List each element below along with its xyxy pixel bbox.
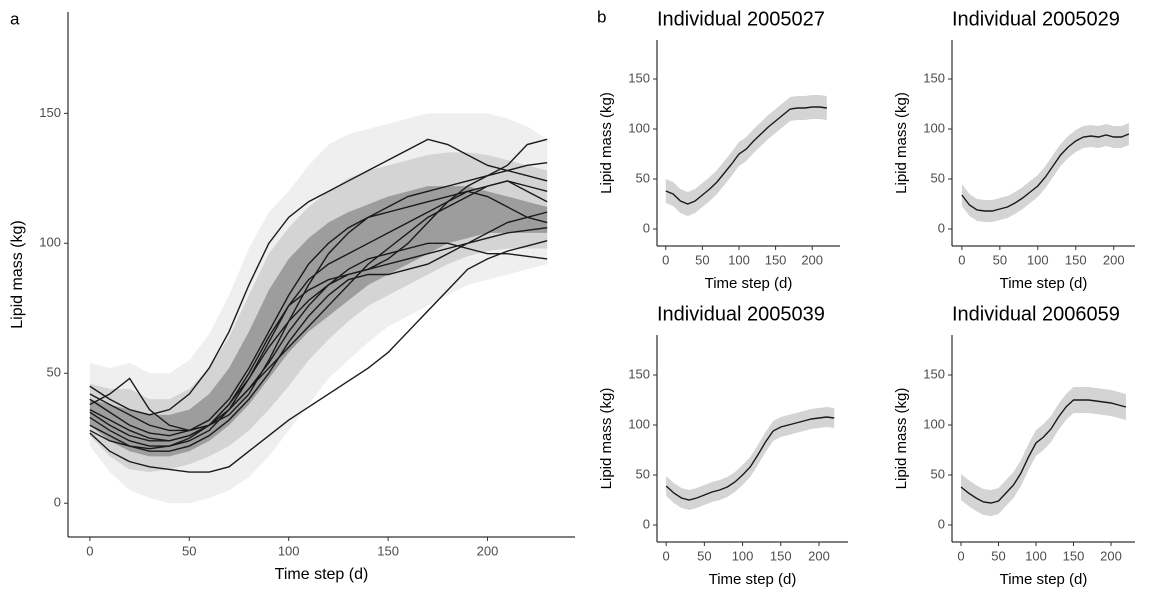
x-axis-title: Time step (d) (709, 571, 797, 588)
y-tick-label: 150 (628, 366, 650, 381)
x-tick-label: 50 (991, 548, 1005, 563)
data-line (89, 190, 548, 437)
data-line (89, 138, 548, 416)
y-tick-label: 100 (923, 120, 945, 135)
y-tick-label: 100 (39, 235, 61, 250)
y-axis-title: Lipid mass (kg) (893, 388, 910, 490)
data-line (89, 211, 548, 452)
x-tick-label: 150 (765, 252, 787, 267)
data-line (665, 106, 827, 205)
y-axis-title: Lipid mass (kg) (598, 388, 615, 490)
band (89, 186, 548, 457)
data-line (89, 138, 548, 450)
x-tick-label: 200 (1103, 252, 1125, 267)
data-line (89, 242, 548, 432)
y-tick-label: 0 (938, 220, 945, 235)
y-tick-label: 0 (643, 516, 650, 531)
x-tick-label: 100 (1025, 548, 1047, 563)
y-tick-label: 100 (628, 120, 650, 135)
y-tick-label: 50 (931, 170, 945, 185)
error-band (961, 123, 1129, 222)
panel-label: a (10, 9, 20, 28)
x-tick-label: 150 (1065, 252, 1087, 267)
x-tick-label: 0 (662, 252, 669, 267)
x-tick-label: 0 (663, 548, 670, 563)
chart-title: Individual 2005029 (952, 8, 1120, 30)
x-tick-label: 100 (1027, 252, 1049, 267)
chart-title: Individual 2006059 (952, 303, 1120, 325)
y-axis-title: Lipid mass (kg) (893, 92, 910, 194)
y-tick-label: 0 (54, 495, 61, 510)
x-tick-label: 0 (958, 252, 965, 267)
y-tick-label: 100 (628, 416, 650, 431)
x-tick-label: 50 (182, 543, 196, 558)
error-band (665, 95, 827, 216)
y-axis-title: Lipid mass (kg) (598, 92, 615, 194)
x-tick-label: 150 (377, 543, 399, 558)
y-tick-label: 0 (938, 516, 945, 531)
y-tick-label: 150 (923, 366, 945, 381)
x-axis-title: Time step (d) (705, 275, 793, 292)
y-tick-label: 150 (39, 105, 61, 120)
x-tick-label: 100 (728, 252, 750, 267)
x-tick-label: 50 (697, 548, 711, 563)
y-tick-label: 50 (636, 170, 650, 185)
data-line (89, 240, 548, 473)
y-tick-label: 50 (47, 365, 61, 380)
y-tick-label: 50 (931, 466, 945, 481)
y-axis-title: Lipid mass (kg) (9, 220, 26, 328)
x-tick-label: 150 (1063, 548, 1085, 563)
y-tick-label: 0 (643, 220, 650, 235)
x-tick-label: 200 (477, 543, 499, 558)
x-tick-label: 0 (957, 548, 964, 563)
x-tick-label: 50 (993, 252, 1007, 267)
x-tick-label: 200 (808, 548, 830, 563)
y-tick-label: 150 (923, 70, 945, 85)
chart-title: Individual 2005027 (657, 8, 825, 30)
x-tick-label: 50 (695, 252, 709, 267)
x-axis-title: Time step (d) (1000, 571, 1088, 588)
error-band (666, 407, 835, 510)
x-tick-label: 200 (801, 252, 823, 267)
x-tick-label: 150 (770, 548, 792, 563)
data-line (89, 162, 548, 432)
error-band (961, 387, 1126, 516)
y-tick-label: 100 (923, 416, 945, 431)
panel-label: b (597, 7, 606, 26)
y-tick-label: 150 (628, 70, 650, 85)
x-tick-label: 100 (278, 543, 300, 558)
data-line (89, 180, 548, 442)
data-line (960, 399, 1127, 504)
x-axis-title: Time step (d) (1000, 275, 1088, 292)
x-tick-label: 0 (86, 543, 93, 558)
x-axis-title: Time step (d) (275, 566, 369, 583)
x-tick-label: 100 (732, 548, 754, 563)
y-tick-label: 50 (636, 466, 650, 481)
data-line (665, 416, 835, 501)
x-tick-label: 200 (1100, 548, 1122, 563)
chart-title: Individual 2005039 (657, 303, 825, 325)
data-line (961, 133, 1130, 212)
